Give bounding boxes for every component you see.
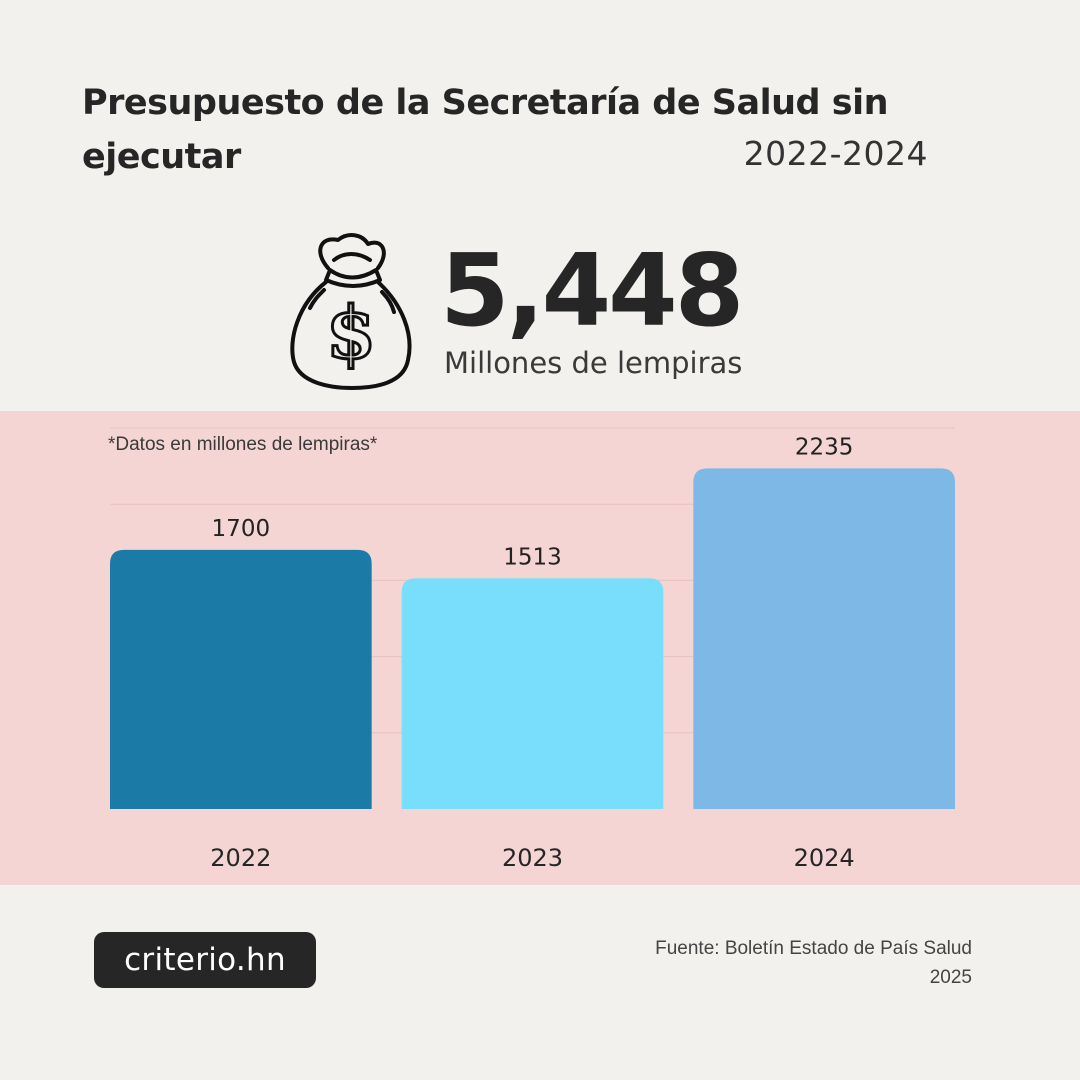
total-value: 5,448	[440, 232, 744, 349]
bar-2023	[401, 578, 664, 809]
money-bag-icon: $	[290, 233, 412, 390]
bar-2024	[693, 468, 955, 809]
x-tick-2023: 2023	[502, 844, 563, 872]
data-label-2023: 1513	[503, 544, 562, 570]
chart-subtitle: 2022-2024	[743, 134, 928, 173]
brand-logo: criterio.hn	[94, 932, 316, 988]
total-unit: Millones de lempiras	[444, 346, 743, 380]
data-label-2024: 2235	[795, 434, 854, 460]
chart-title: Presupuesto de la Secretaría de Salud si…	[82, 83, 888, 177]
x-tick-2022: 2022	[210, 844, 271, 872]
data-label-2022: 1700	[212, 516, 271, 542]
svg-text:$: $	[326, 290, 376, 375]
bar-2022	[110, 549, 372, 809]
chart-note: *Datos en millones de lempiras*	[108, 434, 378, 455]
source-text: Fuente: Boletín Estado de País Salud 202…	[655, 938, 972, 988]
x-tick-2024: 2024	[794, 844, 855, 872]
